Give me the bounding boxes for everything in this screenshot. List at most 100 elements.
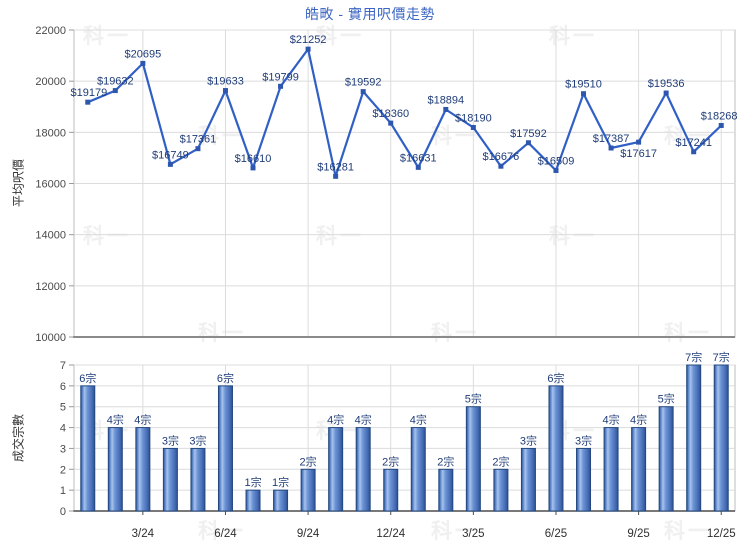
price-point-marker bbox=[581, 91, 587, 97]
price-y-tick-label: 14000 bbox=[35, 230, 66, 242]
watermark-text: 科一 bbox=[664, 520, 712, 543]
price-y-tick-label: 16000 bbox=[35, 179, 66, 191]
price-point-marker bbox=[278, 83, 284, 89]
volume-bar bbox=[162, 447, 178, 512]
price-point-label: $19510 bbox=[565, 79, 602, 91]
price-point-marker bbox=[250, 165, 256, 171]
volume-bar bbox=[217, 385, 233, 512]
price-axis-title: 平均呎價 bbox=[11, 158, 26, 208]
volume-bar-label: 2宗 bbox=[382, 454, 399, 468]
volume-bar bbox=[135, 427, 151, 512]
price-point-marker bbox=[195, 146, 201, 152]
volume-bar bbox=[245, 489, 261, 512]
volume-bar bbox=[438, 468, 454, 512]
volume-bar bbox=[190, 447, 206, 512]
volume-bar bbox=[548, 385, 564, 512]
volume-bar-label: 2宗 bbox=[437, 454, 454, 468]
volume-y-tick-label: 1 bbox=[60, 485, 66, 497]
volume-bar-label: 2宗 bbox=[300, 454, 317, 468]
price-point-marker bbox=[663, 90, 669, 96]
volume-bar bbox=[576, 447, 592, 512]
price-point-marker bbox=[360, 89, 366, 95]
x-axis-tick-label: 9/25 bbox=[627, 528, 649, 540]
price-point-marker bbox=[498, 163, 504, 169]
volume-bar bbox=[631, 427, 647, 512]
volume-bar bbox=[107, 427, 123, 512]
volume-y-tick-label: 3 bbox=[60, 443, 66, 455]
volume-bar-label: 4宗 bbox=[107, 413, 124, 427]
price-point-marker bbox=[691, 149, 697, 155]
volume-bar-label: 3宗 bbox=[575, 433, 592, 447]
price-point-marker bbox=[443, 106, 449, 112]
price-point-marker bbox=[718, 122, 724, 128]
volume-bar bbox=[686, 364, 702, 512]
price-point-marker bbox=[305, 46, 311, 52]
x-axis-tick-label: 12/25 bbox=[707, 528, 736, 540]
volume-bar-label: 4宗 bbox=[355, 413, 372, 427]
volume-bar bbox=[465, 406, 481, 512]
volume-y-tick-label: 5 bbox=[60, 402, 66, 414]
volume-bar-label: 2宗 bbox=[492, 454, 509, 468]
watermark-text: 科一 bbox=[316, 225, 364, 248]
price-point-marker bbox=[525, 140, 531, 146]
price-point-marker bbox=[636, 139, 642, 145]
watermark-text: 科一 bbox=[431, 520, 479, 543]
x-axis-tick-label: 3/25 bbox=[462, 528, 484, 540]
volume-axis-title: 成交宗數 bbox=[11, 413, 26, 463]
volume-y-tick-label: 6 bbox=[60, 381, 66, 393]
x-axis-tick-label: 12/24 bbox=[376, 528, 405, 540]
price-point-marker bbox=[333, 173, 339, 179]
price-point-label: $20695 bbox=[124, 48, 161, 60]
price-point-label: $19799 bbox=[262, 71, 299, 83]
watermark-text: 科一 bbox=[431, 322, 479, 345]
price-point-marker bbox=[553, 167, 559, 173]
volume-bar-label: 4宗 bbox=[630, 413, 647, 427]
price-point-label: $16631 bbox=[400, 152, 437, 164]
volume-bar bbox=[300, 468, 316, 512]
price-point-label: $17241 bbox=[675, 137, 712, 149]
price-point-label: $19633 bbox=[207, 76, 244, 88]
price-point-marker bbox=[608, 145, 614, 151]
page-title: 皓畋 - 實用呎價走勢 bbox=[305, 6, 435, 22]
volume-bar bbox=[410, 427, 426, 512]
price-point-label: $18894 bbox=[427, 94, 464, 106]
watermark-text: 科一 bbox=[83, 25, 131, 48]
price-point-label: $21252 bbox=[290, 34, 327, 46]
volume-bar-label: 1宗 bbox=[272, 475, 289, 489]
x-axis-tick-label: 3/24 bbox=[132, 528, 155, 540]
price-point-label: $19179 bbox=[71, 87, 108, 99]
volume-bar-label: 3宗 bbox=[162, 433, 179, 447]
price-point-label: $19592 bbox=[345, 77, 382, 89]
price-point-label: $19536 bbox=[648, 78, 685, 90]
volume-bar-label: 1宗 bbox=[244, 475, 261, 489]
price-point-marker bbox=[388, 120, 394, 126]
price-point-marker bbox=[140, 60, 146, 66]
watermark-text: 科一 bbox=[549, 25, 597, 48]
price-point-marker bbox=[167, 161, 173, 167]
volume-bar bbox=[493, 468, 509, 512]
volume-bar-label: 5宗 bbox=[465, 392, 482, 406]
volume-bar-label: 7宗 bbox=[713, 350, 730, 364]
volume-bar bbox=[355, 427, 371, 512]
price-point-label: $16676 bbox=[483, 151, 520, 163]
price-y-tick-label: 10000 bbox=[35, 332, 66, 344]
volume-bar-label: 6宗 bbox=[79, 371, 96, 385]
price-y-tick-label: 18000 bbox=[35, 127, 66, 139]
price-point-marker bbox=[415, 164, 421, 170]
watermark-text: 科一 bbox=[198, 520, 246, 543]
price-point-label: $18190 bbox=[455, 112, 492, 124]
price-point-marker bbox=[112, 88, 118, 94]
volume-y-tick-label: 7 bbox=[60, 360, 66, 372]
volume-bar bbox=[658, 406, 674, 512]
price-point-label: $17361 bbox=[180, 134, 217, 146]
x-axis-tick-label: 6/25 bbox=[545, 528, 567, 540]
price-point-marker bbox=[222, 88, 228, 94]
price-point-label: $17617 bbox=[620, 148, 657, 160]
price-point-label: $17387 bbox=[593, 133, 630, 145]
volume-y-tick-label: 0 bbox=[60, 506, 66, 518]
volume-bar-label: 4宗 bbox=[134, 413, 151, 427]
volume-y-tick-label: 4 bbox=[60, 423, 66, 435]
volume-bar-label: 5宗 bbox=[658, 392, 675, 406]
volume-bar-label: 3宗 bbox=[189, 433, 206, 447]
